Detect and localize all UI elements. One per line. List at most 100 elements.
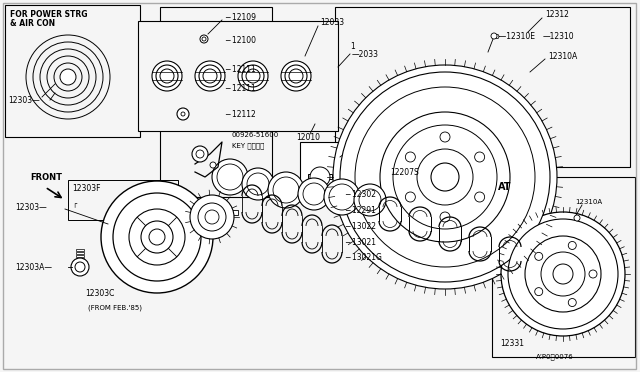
Circle shape [380, 112, 510, 242]
Circle shape [177, 108, 189, 120]
Circle shape [405, 152, 415, 162]
Text: 12303F: 12303F [72, 183, 100, 192]
Circle shape [333, 65, 557, 289]
Circle shape [205, 210, 219, 224]
Text: o—12310E: o—12310E [495, 32, 536, 41]
Circle shape [247, 173, 269, 195]
Circle shape [475, 152, 484, 162]
Circle shape [589, 270, 597, 278]
Circle shape [195, 61, 225, 91]
Circle shape [355, 87, 535, 267]
Circle shape [525, 236, 601, 312]
Circle shape [405, 192, 415, 202]
Circle shape [160, 69, 174, 83]
Text: 12303—: 12303— [8, 96, 40, 105]
Circle shape [268, 172, 304, 208]
Circle shape [60, 69, 76, 85]
Text: ─ 12111: ─ 12111 [225, 83, 256, 93]
Bar [138, 21, 338, 131]
Circle shape [101, 181, 213, 293]
Text: 12310A: 12310A [575, 199, 602, 205]
Circle shape [329, 184, 355, 210]
Circle shape [310, 167, 330, 187]
Circle shape [190, 195, 234, 239]
Bar [68, 180, 178, 220]
Circle shape [281, 61, 311, 91]
Circle shape [212, 159, 248, 195]
Bar [76, 249, 84, 251]
Circle shape [141, 221, 173, 253]
Circle shape [501, 212, 625, 336]
Circle shape [203, 69, 217, 83]
Circle shape [242, 168, 274, 200]
Circle shape [61, 70, 75, 84]
Circle shape [541, 252, 585, 296]
Circle shape [491, 33, 497, 39]
Text: 12303—: 12303— [15, 202, 47, 212]
Text: 1: 1 [350, 42, 355, 51]
Bar [160, 7, 272, 197]
Text: 12312: 12312 [545, 10, 569, 19]
Circle shape [417, 149, 473, 205]
Text: ─ 12111: ─ 12111 [225, 64, 256, 74]
Circle shape [340, 72, 550, 282]
Text: ─ 13021: ─ 13021 [345, 237, 376, 247]
Bar [76, 258, 84, 260]
Bar [308, 174, 332, 179]
Circle shape [273, 177, 299, 203]
Text: 12010: 12010 [296, 132, 320, 141]
Text: FOR POWER STRG: FOR POWER STRG [10, 10, 88, 19]
Text: AT: AT [498, 182, 511, 192]
Circle shape [553, 264, 573, 284]
Circle shape [298, 178, 330, 210]
Circle shape [217, 164, 243, 190]
Circle shape [181, 112, 185, 116]
Text: FRONT: FRONT [30, 173, 62, 182]
Text: ─ 12109: ─ 12109 [225, 13, 256, 22]
Text: (FROM FEB.'85): (FROM FEB.'85) [88, 305, 142, 311]
Circle shape [574, 215, 580, 221]
Text: KEY キ（１）: KEY キ（１） [232, 143, 264, 149]
Text: & AIR CON: & AIR CON [10, 19, 55, 28]
Circle shape [129, 209, 185, 265]
Text: ─ 12100: ─ 12100 [225, 35, 256, 45]
Circle shape [113, 193, 201, 281]
Circle shape [289, 69, 303, 83]
Text: 00926-51600: 00926-51600 [232, 132, 279, 138]
Circle shape [200, 35, 208, 43]
Circle shape [354, 184, 386, 216]
Circle shape [202, 37, 206, 41]
Circle shape [285, 65, 307, 87]
Bar [76, 261, 84, 263]
Bar [335, 7, 630, 167]
Text: ─ 12112: ─ 12112 [225, 109, 256, 119]
Circle shape [75, 262, 85, 272]
Circle shape [508, 219, 618, 329]
Circle shape [568, 299, 576, 307]
Circle shape [568, 241, 576, 250]
Circle shape [152, 61, 182, 91]
Text: —2033: —2033 [352, 49, 379, 58]
Bar [226, 210, 238, 215]
Text: 12310A: 12310A [548, 51, 577, 61]
Circle shape [149, 229, 165, 245]
Text: ─ 12302: ─ 12302 [345, 189, 376, 199]
Circle shape [359, 189, 381, 211]
Circle shape [475, 192, 484, 202]
Text: ─ 12291: ─ 12291 [345, 205, 376, 215]
Bar [76, 255, 84, 257]
Circle shape [192, 146, 208, 162]
Text: ─ 13021G: ─ 13021G [345, 253, 382, 263]
Text: ─ 13022: ─ 13022 [345, 221, 376, 231]
Circle shape [535, 252, 543, 260]
Circle shape [242, 65, 264, 87]
Text: A’P0）0076: A’P0）0076 [536, 354, 574, 360]
Text: 12331: 12331 [500, 340, 524, 349]
Circle shape [156, 65, 178, 87]
Text: 12303C: 12303C [85, 289, 115, 298]
Circle shape [393, 125, 497, 229]
Bar [492, 177, 635, 357]
Text: 12303A—: 12303A— [15, 263, 52, 272]
Circle shape [210, 162, 216, 168]
Text: ┌: ┌ [72, 202, 76, 208]
